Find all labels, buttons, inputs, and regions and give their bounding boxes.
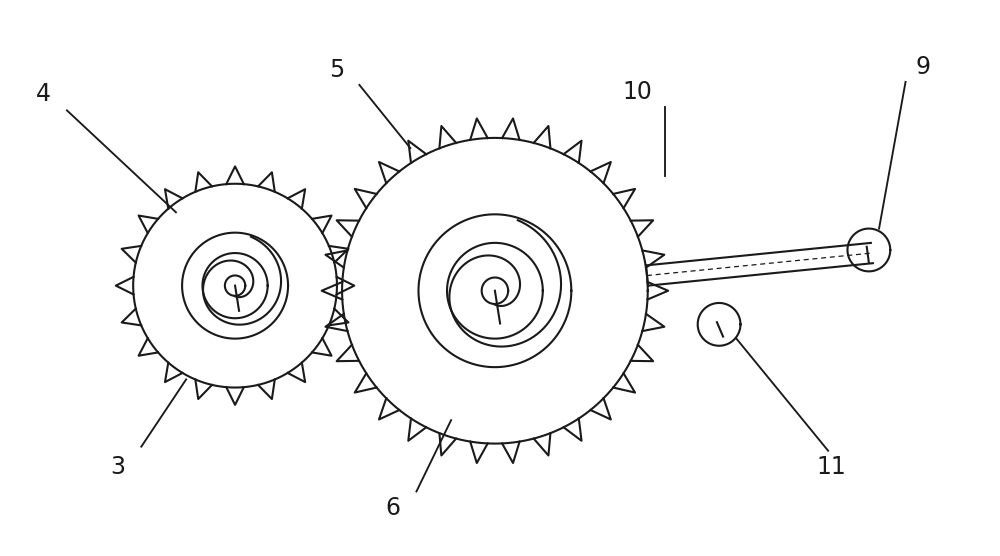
Text: 11: 11 [816, 455, 846, 479]
Text: 4: 4 [36, 82, 51, 106]
Text: 6: 6 [386, 496, 401, 520]
Text: 10: 10 [623, 80, 653, 104]
Text: 5: 5 [329, 58, 345, 82]
Text: 9: 9 [915, 54, 930, 78]
Text: 3: 3 [110, 455, 125, 479]
